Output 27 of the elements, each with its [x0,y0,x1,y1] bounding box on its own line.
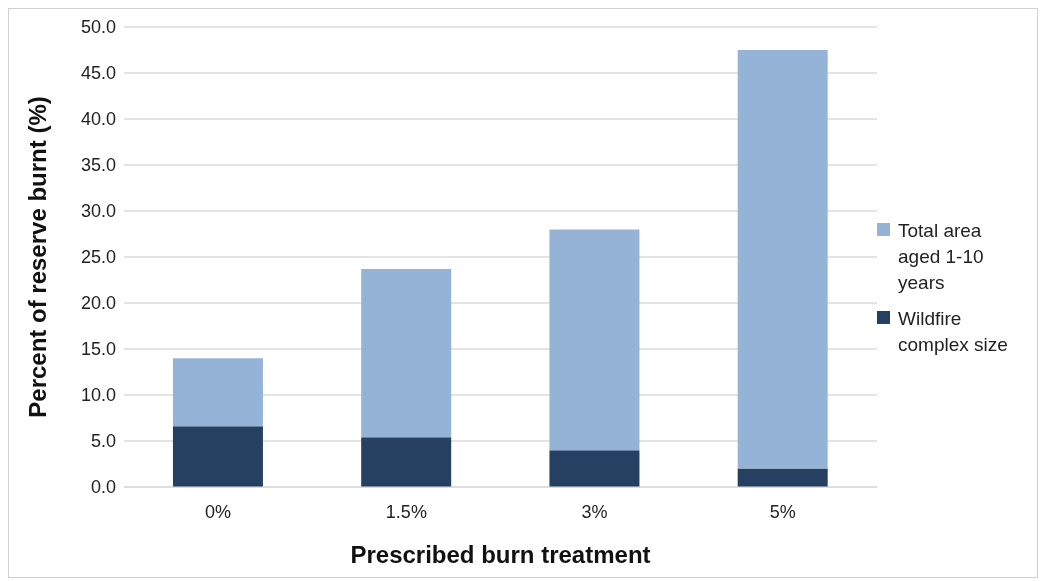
y-tick-label: 35.0 [80,155,116,176]
legend-label: Total area aged 1-10 years [898,219,985,295]
y-tick-label: 25.0 [80,247,116,268]
y-tick-label: 50.0 [80,17,116,38]
bar [361,268,452,438]
y-tick-label: 0.0 [90,477,116,498]
bar [737,468,828,487]
y-tick-label: 20.0 [80,293,116,314]
y-tick-label: 45.0 [80,63,116,84]
bar [172,358,263,427]
y-tick-label: 30.0 [80,201,116,222]
bar [737,50,828,469]
bar [361,437,452,487]
y-tick-label: 15.0 [80,339,116,360]
y-tick-label: 10.0 [80,385,116,406]
x-tick-label: 0% [205,501,232,522]
bar [172,426,263,487]
bar [549,450,640,487]
legend-label: Wildfire complex size [898,307,1009,357]
y-tick-label: 5.0 [90,431,116,452]
bar [549,229,640,451]
x-tick-label: 3% [581,501,608,522]
x-tick-label: 1.5% [385,501,427,522]
y-axis-title: Percent of reserve burnt (%) [23,96,51,418]
y-tick-label: 40.0 [80,109,116,130]
x-axis-title: Prescribed burn treatment [350,541,651,568]
x-tick-label: 5% [769,501,796,522]
